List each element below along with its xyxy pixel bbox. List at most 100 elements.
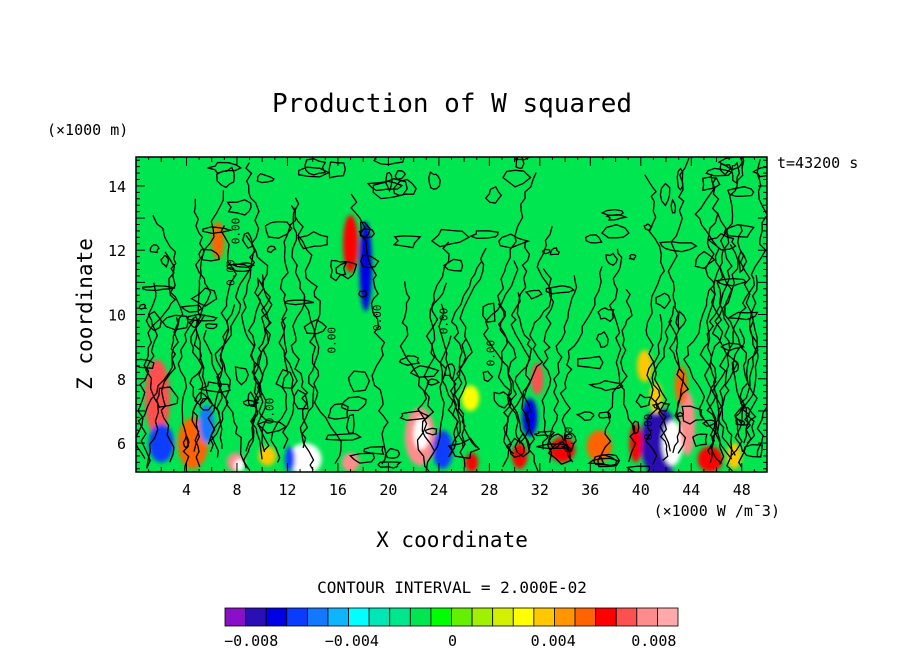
contour-line — [399, 281, 430, 472]
contour-loop — [232, 262, 256, 269]
contour-line — [219, 225, 250, 470]
field-anomaly — [461, 385, 480, 411]
contour-loop — [266, 245, 277, 254]
contour-line — [737, 322, 758, 468]
contour-line — [160, 251, 184, 463]
contour-loop — [675, 310, 687, 331]
field-anomaly — [465, 452, 479, 472]
contour-loop — [720, 342, 746, 352]
colorbar-tick-label: 0.008 — [631, 632, 676, 650]
x-tick-label: 24 — [430, 481, 448, 499]
contour-line — [608, 248, 637, 463]
contour-loop — [242, 399, 260, 407]
field-anomaly — [637, 349, 653, 382]
x-tick-label: 48 — [733, 481, 751, 499]
contour-loop — [659, 182, 671, 207]
field-anomaly — [288, 443, 322, 472]
y-axis-label: Z coordinate — [73, 238, 97, 390]
contour-loop — [241, 232, 253, 249]
contour-label: 0.00 — [229, 218, 242, 245]
field-anomaly — [341, 452, 360, 472]
contour-line — [177, 319, 195, 471]
contour-loop — [398, 355, 420, 366]
contour-line — [682, 212, 730, 464]
y-tick-label: 14 — [108, 178, 126, 196]
contour-loop — [358, 289, 368, 298]
contour-loop — [161, 314, 189, 331]
contour-line — [705, 174, 736, 456]
contour-line — [450, 260, 483, 454]
field-anomaly — [199, 404, 215, 444]
contour-loop — [506, 437, 525, 458]
field-anomaly — [697, 446, 723, 472]
contour-line — [280, 316, 298, 449]
contour-loop — [145, 310, 163, 332]
contour-loop — [742, 443, 763, 458]
colorbar-swatch — [245, 607, 267, 627]
contour-line — [739, 274, 759, 444]
contour-loop — [726, 311, 759, 321]
contour-loop — [635, 393, 652, 408]
contour-loop — [182, 433, 190, 449]
colorbar-swatch — [389, 607, 411, 627]
contour-label: 0.00 — [264, 398, 277, 425]
contour-loop — [734, 406, 757, 426]
contour-loop — [549, 246, 561, 256]
contour-loop — [502, 169, 532, 188]
contour-line — [214, 162, 260, 449]
contour-line — [240, 251, 270, 452]
contour-loop — [394, 170, 406, 180]
contour-loop — [731, 360, 739, 373]
contour-loop — [428, 171, 441, 190]
contour-line — [645, 319, 673, 465]
contour-loop — [216, 166, 235, 189]
contour-loop — [655, 292, 672, 310]
contour-loop — [359, 221, 371, 239]
colorbar-swatch — [306, 607, 329, 627]
contour-loop — [533, 430, 555, 437]
contour-loop — [498, 233, 531, 249]
contour-loop — [327, 403, 349, 420]
colorbar-swatch — [327, 607, 349, 627]
contour-loop — [392, 235, 422, 249]
contour-loop — [706, 232, 737, 251]
contour-line — [350, 193, 389, 465]
contour-loop — [188, 315, 200, 328]
contour-loop — [360, 254, 380, 269]
contour-loop — [293, 389, 309, 410]
contour-loop — [138, 303, 148, 310]
contour-loop — [399, 410, 429, 421]
contour-loop — [385, 447, 401, 459]
colorbar-swatch — [224, 607, 246, 627]
contour-loop — [190, 287, 218, 307]
contour-loop — [482, 302, 496, 323]
contour-loop — [335, 261, 358, 280]
contour-loop — [587, 380, 624, 392]
y-tick-label: 8 — [117, 371, 126, 389]
contour-line — [482, 260, 519, 468]
contour-loop — [536, 443, 569, 450]
colorbar-tick-label: −0.004 — [325, 632, 379, 650]
contour-loop — [751, 166, 767, 178]
contour-loop — [180, 304, 203, 313]
colorbar-swatch — [512, 607, 535, 627]
colorbar-swatch — [409, 607, 432, 627]
contour-loop — [575, 411, 595, 422]
contour-loop — [358, 228, 376, 239]
contour-interval-label: CONTOUR INTERVAL = 2.000E-02 — [317, 578, 587, 597]
colorbar-swatch — [533, 607, 555, 627]
contour-loop — [701, 419, 717, 427]
y-tick-label: 6 — [117, 435, 126, 453]
contour-loop — [297, 230, 329, 250]
contour-line — [457, 247, 487, 448]
colorbar-tick-label: 0.004 — [531, 632, 576, 650]
contour-line — [247, 277, 264, 460]
contour-loop — [545, 285, 575, 295]
contour-loop — [430, 228, 471, 248]
contour-loop — [628, 253, 637, 261]
contour-label: 0.00 — [484, 340, 497, 367]
contour-loop — [692, 433, 708, 447]
contour-loop — [149, 244, 160, 254]
contour-loop — [625, 465, 651, 472]
